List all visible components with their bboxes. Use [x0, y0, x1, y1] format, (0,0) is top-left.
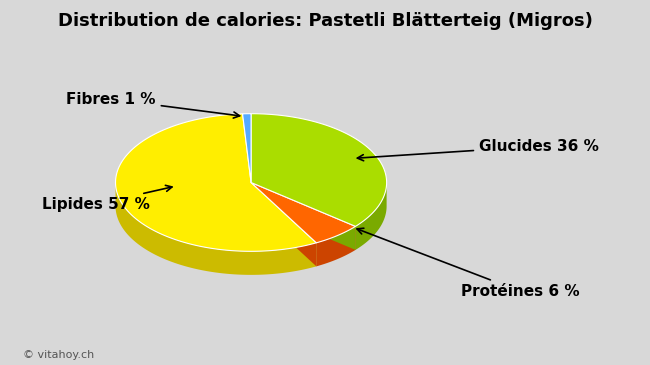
Polygon shape: [251, 114, 387, 226]
Polygon shape: [317, 226, 356, 266]
Polygon shape: [116, 114, 317, 251]
Polygon shape: [116, 183, 317, 275]
Text: Fibres 1 %: Fibres 1 %: [66, 92, 240, 118]
Polygon shape: [356, 182, 387, 250]
Polygon shape: [251, 182, 356, 250]
Text: © vitahoy.ch: © vitahoy.ch: [23, 350, 94, 360]
Text: Glucides 36 %: Glucides 36 %: [358, 139, 599, 161]
Text: Distribution de calories: Pastetli Blätterteig (Migros): Distribution de calories: Pastetli Blätt…: [58, 12, 592, 30]
Polygon shape: [251, 182, 356, 250]
Polygon shape: [251, 182, 317, 266]
Text: Lipides 57 %: Lipides 57 %: [42, 185, 172, 212]
Polygon shape: [251, 182, 317, 266]
Polygon shape: [242, 114, 251, 182]
Text: Protéines 6 %: Protéines 6 %: [357, 228, 579, 299]
Polygon shape: [251, 182, 356, 243]
